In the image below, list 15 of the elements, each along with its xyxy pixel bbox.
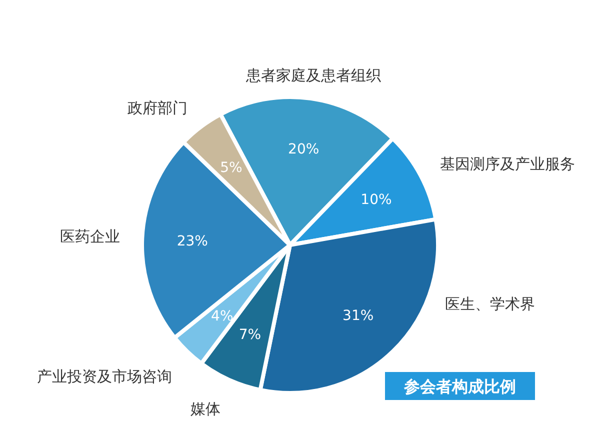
slice-label: 患者家庭及患者组织 [245, 66, 382, 85]
slice-label: 基因测序及产业服务 [440, 155, 576, 174]
data-label: 20% [288, 141, 320, 158]
data-label: 4% [211, 308, 234, 324]
slice-label: 政府部门 [128, 99, 188, 118]
slice-label: 医药企业 [60, 227, 120, 246]
data-label: 31% [342, 308, 374, 324]
data-label: 5% [220, 160, 242, 176]
data-label: 7% [238, 327, 262, 344]
slice-label: 医生、学术界 [445, 295, 536, 314]
data-label: 10% [360, 192, 392, 208]
slice-label: 媒体 [190, 400, 220, 418]
slice-label: 产业投资及市场咨询 [36, 367, 172, 386]
text: 参会者构成比例 [403, 377, 516, 396]
data-label: 23% [176, 234, 208, 250]
